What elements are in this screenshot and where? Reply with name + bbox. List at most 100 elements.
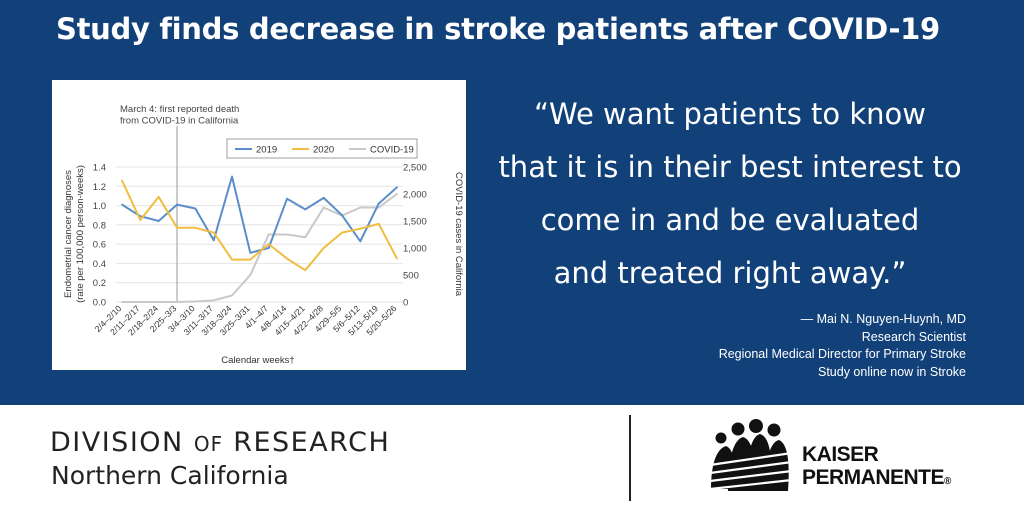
headline: Study finds decrease in stroke patients … [56,12,940,46]
division-of: OF [193,432,224,456]
data-point [304,269,307,272]
header-banner: Study finds decrease in stroke patients … [0,0,1024,405]
y-tick-label: 1.2 [93,182,106,193]
data-point [396,257,398,260]
data-point [176,301,178,303]
data-point [212,239,215,242]
data-point [322,197,325,199]
data-point [377,206,380,209]
y2-tick-label: 2,000 [403,190,427,201]
data-point [267,247,270,249]
x-axis-title: Calendar weeks† [221,355,294,366]
chart-grid [116,166,403,303]
attribution-author: — Mai N. Nguyen-Huynh, MD [800,312,966,326]
division-subtitle: Northern California [51,461,289,490]
data-point [322,206,325,209]
series-line-covid-19 [122,193,398,303]
data-point [377,223,380,225]
kaiser-permanente-wordmark: KAISER PERMANENTE® [802,443,951,493]
data-point [341,231,343,234]
data-point [176,203,178,206]
data-point [322,247,325,249]
legend-label: 2020 [313,145,334,156]
y-tick-label: 0.8 [93,220,106,231]
y2-tick-label: 0 [403,298,408,309]
y2-tick-label: 500 [403,271,419,282]
attribution: — Mai N. Nguyen-Huynh, MD Research Scien… [719,311,966,381]
legend-box [226,138,418,159]
y-tick-label: 1.0 [93,201,106,212]
y-tick-label: 0.0 [93,298,106,309]
data-point [176,226,178,229]
data-point [304,208,307,211]
data-point [121,179,123,182]
data-point [194,300,197,303]
kaiser-permanente-logo-icon [709,419,792,491]
division-word: RESEARCH [233,427,391,458]
quote-line: and treated right away.” [553,256,907,290]
data-point [286,197,288,200]
brand-line: KAISER [802,443,879,466]
data-point [304,236,307,239]
series-line-2020 [121,180,398,272]
footer-divider [629,415,631,501]
chart-legend: 2019 2020 COVID-19 [226,138,418,159]
quote-line: that it is in their best interest to [498,150,962,184]
y-tick-label: 0.6 [93,240,106,251]
data-point [267,243,270,246]
annotation-text: March 4: first reported death [120,104,239,115]
chart-panel: March 4: first reported death from COVID-… [52,80,466,370]
data-point [249,251,252,254]
data-point [359,227,362,230]
quote-block: “We want patients to know that it is in … [490,88,970,300]
data-point [231,258,233,261]
legend-label: 2019 [256,145,277,156]
attribution-role: Research Scientist [861,329,966,344]
data-point [377,202,380,205]
chart-lines [121,175,398,303]
data-point [194,226,197,229]
y-axis-title: Endometrial cancer diagnoses [63,170,74,298]
data-point [157,220,160,222]
data-point [359,206,362,209]
division-title: DIVISION OF RESEARCH [50,427,390,458]
data-point [341,214,343,217]
data-point [121,203,123,206]
footer: DIVISION OF RESEARCH Northern California… [0,405,1024,512]
y-tick-label: 0.4 [93,259,106,270]
y-axis-title: (rate per 100,000 person-weeks) [75,165,86,303]
data-point [194,207,197,210]
y2-axis-title: COVID-19 cases in California [453,172,464,297]
data-point [267,233,270,236]
data-point [212,231,215,234]
y-tick-label: 1.4 [93,163,106,174]
y-tick-label: 0.2 [93,278,106,289]
data-point [157,196,160,198]
brand-line: PERMANENTE® [802,466,951,493]
data-point [212,299,215,302]
division-word: DIVISION [50,427,184,458]
data-point [139,301,142,303]
data-point [396,186,398,189]
y2-tick-label: 2,500 [403,163,427,174]
data-point [249,274,252,276]
legend-label: COVID-19 [370,145,414,156]
data-point [231,294,233,297]
y2-tick-label: 1,500 [403,217,427,228]
data-point [286,233,288,236]
registered-mark: ® [944,476,951,487]
annotation-text: from COVID-19 in California [120,116,239,127]
data-point [139,219,142,221]
attribution-note: Study online now in Stroke [817,364,966,379]
data-point [286,257,288,260]
attribution-role: Regional Medical Director for Primary St… [718,347,966,361]
series-line-2019 [121,175,398,254]
data-point [231,175,233,178]
quote-line: come in and be evaluated [540,203,920,237]
data-point [359,240,362,243]
data-point [157,301,160,303]
brand-word: PERMANENTE [802,466,945,489]
y2-tick-label: 1,000 [403,244,427,255]
